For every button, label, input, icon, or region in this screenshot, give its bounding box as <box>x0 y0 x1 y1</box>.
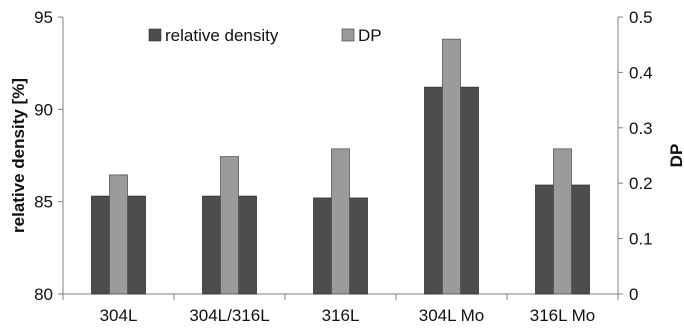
bar-relative-density <box>349 197 368 295</box>
bars <box>91 38 590 295</box>
bar-dp <box>553 148 572 295</box>
left-tick-label: 85 <box>34 193 53 212</box>
legend-label: DP <box>358 26 382 45</box>
bar-dp <box>220 156 239 295</box>
bar-dp <box>109 174 128 295</box>
bar-relative-density <box>535 184 554 295</box>
right-tick-label: 0 <box>629 285 638 304</box>
right-tick-label: 0.1 <box>629 230 653 249</box>
y-axis-title: relative density [%] <box>9 78 28 233</box>
left-tick-label: 95 <box>34 8 53 27</box>
x-tick-label: 304L Mo <box>419 306 485 325</box>
bar-relative-density <box>571 184 590 295</box>
right-tick-label: 0.3 <box>629 119 653 138</box>
legend-swatch <box>148 28 162 42</box>
bar-relative-density <box>313 197 332 295</box>
right-tick-label: 0.5 <box>629 8 653 27</box>
bar-relative-density <box>460 86 479 295</box>
x-tick-label: 316L <box>322 306 360 325</box>
x-tick-label: 316L Mo <box>530 306 596 325</box>
legend-label: relative density <box>165 26 279 45</box>
bar-relative-density <box>202 195 221 295</box>
x-tick-label: 304L/316L <box>189 306 269 325</box>
left-tick-label: 90 <box>34 100 53 119</box>
bar-relative-density <box>91 195 110 295</box>
bar-relative-density <box>238 195 257 295</box>
bar-relative-density <box>127 195 146 295</box>
x-tick-label: 304L <box>100 306 138 325</box>
legend-swatch <box>341 28 355 42</box>
right-tick-label: 0.2 <box>629 174 653 193</box>
left-tick-label: 80 <box>34 285 53 304</box>
bar-dp <box>331 148 350 295</box>
legend: relative density DP <box>148 26 382 45</box>
right-tick-label: 0.4 <box>629 63 653 82</box>
labels: 80 85 90 95 0 0.1 0.2 0.3 0.4 0.5 304L 304L/316L 316… <box>9 8 684 325</box>
y-axis-title-right: DP <box>667 144 684 168</box>
bar-relative-density <box>424 86 443 295</box>
bar-dp <box>442 38 461 295</box>
